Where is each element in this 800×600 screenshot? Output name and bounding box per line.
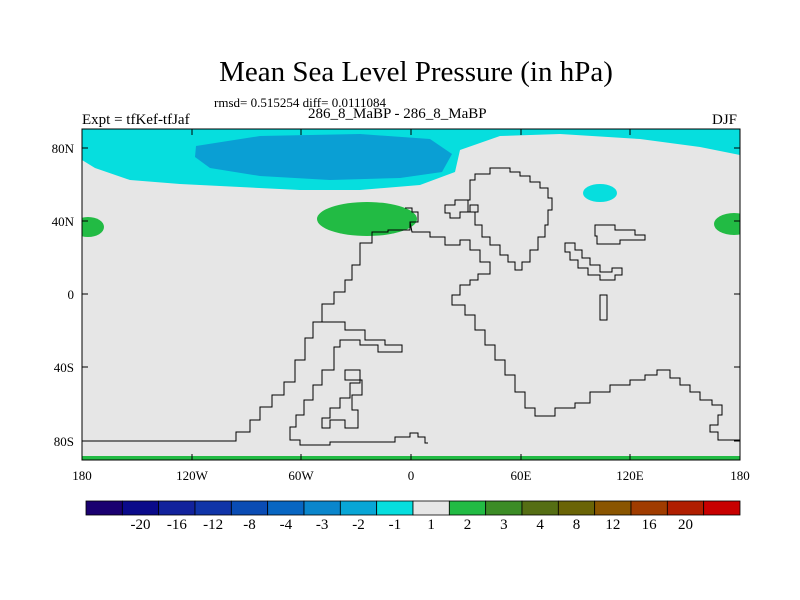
coastline-asia-north [467,167,553,271]
x-tick-label: 0 [407,468,415,483]
colorbar-box [557,500,596,516]
colorbar-label: -12 [203,517,224,533]
colorbar-label: 1 [427,517,435,533]
coastline-peninsula [321,369,363,429]
coastline-japan [594,224,646,245]
colorbar-box [267,500,305,516]
colorbar-box [121,500,160,516]
colorbar-label: 8 [572,517,581,533]
contour-pos1-north-atlantic [317,202,417,236]
season-label: DJF [712,112,738,128]
coastline-south-america-east [289,321,428,446]
colorbar-label: 12 [605,517,621,533]
x-tick-label: 60W [288,468,314,483]
y-tick-label: 40S [53,360,74,375]
coastline-americas [82,207,419,442]
colorbar-label: 4 [536,517,544,533]
y-tick-label: 40N [51,214,74,229]
map-panel [0,129,800,469]
colorbar-box [412,500,450,516]
colorbar-box [303,500,341,516]
coastline-small-island [469,204,479,213]
period-label: 286_8_MaBP - 286_8_MaBP [308,106,487,122]
contour-neg2-arctic [195,134,452,180]
colorbar-box [158,500,196,516]
colorbar-label: -8 [243,517,256,533]
colorbar-box [521,500,559,516]
colorbar-box [630,500,668,516]
coastline-island [599,294,608,321]
colorbar-box [448,500,487,516]
coastline-eurasia-africa [409,221,740,441]
colorbar-label: 2 [463,517,472,533]
x-tick-label: 120W [176,468,208,483]
x-tick-label: 120E [616,468,644,483]
y-tick-label: 80S [53,434,74,449]
colorbar-box [703,500,741,516]
colorbar-label: -20 [130,517,151,533]
colorbar-label: 20 [678,517,693,533]
colorbar-label: 16 [641,517,657,533]
coastline-east-asia [564,242,623,281]
colorbar-label: 3 [500,517,508,533]
colorbar-box [485,500,523,516]
y-tick-label: 0 [67,287,75,302]
stats-label: rmsd= 0.515254 diff= 0.0111084 [214,95,386,110]
y-tick-label: 80N [51,141,74,156]
colorbar [85,500,741,516]
colorbar-label: -2 [352,517,365,533]
x-axis-ticks [81,129,741,460]
colorbar-box [594,500,632,516]
x-tick-label: 180 [72,468,92,483]
map-title: Mean Sea Level Pressure (in hPa) [219,56,613,88]
y-axis-ticks [82,147,740,442]
coastline-scandinavia [444,199,469,219]
x-tick-label: 60E [510,468,532,483]
colorbar-box [339,500,378,516]
experiment-label: Expt = tfKef-tfJaf [82,112,190,128]
colorbar-label: -1 [388,517,402,533]
colorbar-box [376,500,414,516]
colorbar-label: -3 [315,517,329,533]
colorbar-label: -16 [166,517,187,533]
colorbar-box [194,500,232,516]
x-tick-label: 180 [730,468,750,483]
colorbar-label: -4 [279,517,293,533]
colorbar-box [230,500,269,516]
colorbar-box [666,500,705,516]
colorbar-box [85,500,123,516]
coastlines [82,167,740,446]
contour-neg1-blob [583,184,617,202]
